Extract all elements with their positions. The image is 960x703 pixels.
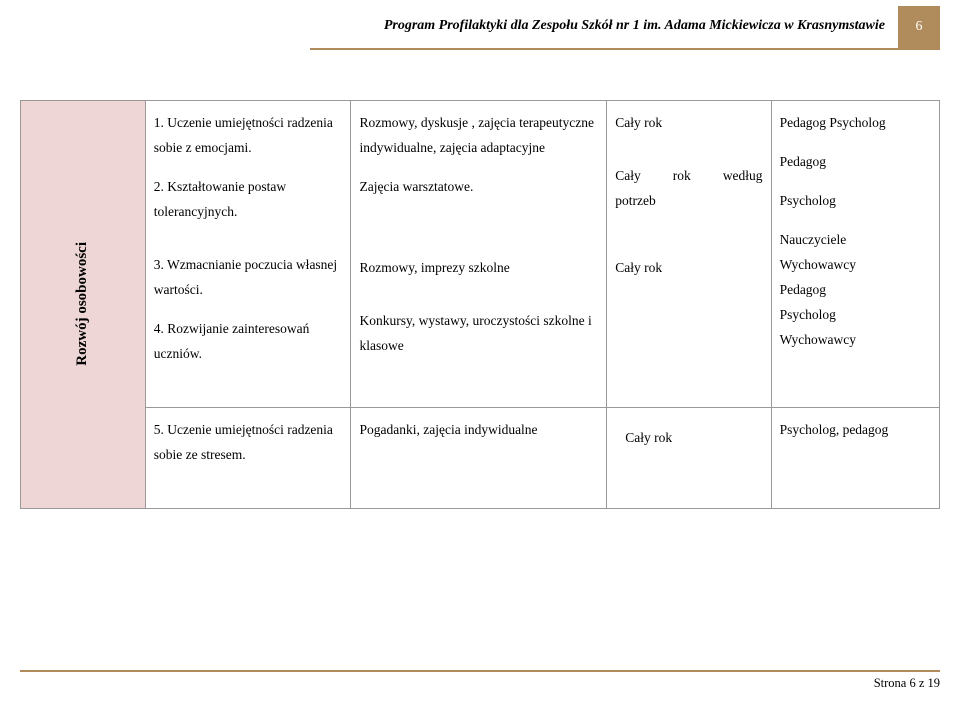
term-word: rok bbox=[673, 164, 691, 189]
responsible-cell: Pedagog Psycholog Pedagog Psycholog Nauc… bbox=[771, 101, 939, 408]
form-text: Zajęcia warsztatowe. bbox=[359, 175, 598, 200]
footer-rule bbox=[20, 670, 940, 672]
item-number: 2. bbox=[154, 179, 164, 194]
responsible-text: Psycholog bbox=[780, 189, 931, 214]
program-table: Rozwój osobowości 1. Uczenie umiejętnośc… bbox=[20, 100, 940, 509]
item-text: Rozwijanie zainteresowań uczniów. bbox=[154, 321, 310, 361]
responsible-text: Psycholog bbox=[780, 303, 931, 328]
footer-page-text: Strona 6 z 19 bbox=[20, 676, 940, 691]
responsible-cell: Psycholog, pedagog bbox=[771, 407, 939, 508]
task-cell: 5. Uczenie umiejętności radzenia sobie z… bbox=[145, 407, 351, 508]
page-number-badge: 6 bbox=[898, 6, 940, 48]
form-text: Rozmowy, dyskusje , zajęcia terapeutyczn… bbox=[359, 111, 598, 161]
form-text: Rozmowy, imprezy szkolne bbox=[359, 256, 598, 281]
responsible-text: Psycholog, pedagog bbox=[780, 422, 889, 437]
item-text: Uczenie umiejętności radzenia sobie z em… bbox=[154, 115, 333, 155]
term-text: Cały rok bbox=[615, 111, 762, 136]
term-text: Cały rok bbox=[615, 256, 762, 281]
term-word: Cały bbox=[615, 164, 641, 189]
item-text: Kształtowanie postaw tolerancyjnych. bbox=[154, 179, 286, 219]
table-row: 5. Uczenie umiejętności radzenia sobie z… bbox=[21, 407, 940, 508]
form-text: Konkursy, wystawy, uroczystości szkolne … bbox=[359, 309, 598, 359]
table-row: Rozwój osobowości 1. Uczenie umiejętnośc… bbox=[21, 101, 940, 408]
page-header: Program Profilaktyki dla Zespołu Szkół n… bbox=[0, 0, 960, 60]
main-table-wrap: Rozwój osobowości 1. Uczenie umiejętnośc… bbox=[20, 100, 940, 509]
term-text: potrzeb bbox=[615, 189, 762, 214]
responsible-text: Pedagog bbox=[780, 150, 931, 175]
term-cell: Cały rok Cały rok według potrzeb Cały ro… bbox=[607, 101, 771, 408]
list-item: 4. Rozwijanie zainteresowań uczniów. bbox=[154, 317, 343, 367]
item-number: 1. bbox=[154, 115, 164, 130]
responsible-text: Nauczyciele bbox=[780, 228, 931, 253]
form-cell: Pogadanki, zajęcia indywidualne bbox=[351, 407, 607, 508]
header-rule bbox=[310, 48, 940, 50]
term-cell: Cały rok bbox=[607, 407, 771, 508]
item-text: Uczenie umiejętności radzenia sobie ze s… bbox=[154, 422, 333, 462]
item-number: 4. bbox=[154, 321, 164, 336]
item-number: 5. bbox=[154, 422, 164, 437]
item-text: Wzmacnianie poczucia własnej wartości. bbox=[154, 257, 337, 297]
side-category-label: Rozwój osobowości bbox=[69, 242, 97, 366]
term-text: Cały rok bbox=[625, 430, 672, 445]
side-category-cell: Rozwój osobowości bbox=[21, 101, 146, 509]
item-number: 3. bbox=[154, 257, 164, 272]
responsible-text: Pedagog Psycholog bbox=[780, 111, 931, 136]
page-footer: Strona 6 z 19 bbox=[20, 670, 940, 691]
responsible-text: Wychowawcy bbox=[780, 328, 931, 353]
list-item: 1. Uczenie umiejętności radzenia sobie z… bbox=[154, 111, 343, 161]
task-cell: 1. Uczenie umiejętności radzenia sobie z… bbox=[145, 101, 351, 408]
responsible-text: Wychowawcy bbox=[780, 253, 931, 278]
list-item: 3. Wzmacnianie poczucia własnej wartości… bbox=[154, 253, 343, 303]
term-text: Cały rok według bbox=[615, 164, 762, 189]
responsible-text: Pedagog bbox=[780, 278, 931, 303]
form-cell: Rozmowy, dyskusje , zajęcia terapeutyczn… bbox=[351, 101, 607, 408]
form-text: Pogadanki, zajęcia indywidualne bbox=[359, 422, 537, 437]
header-title: Program Profilaktyki dla Zespołu Szkół n… bbox=[384, 18, 885, 34]
list-item: 2. Kształtowanie postaw tolerancyjnych. bbox=[154, 175, 343, 225]
term-word: według bbox=[723, 164, 763, 189]
footer-text-value: Strona 6 z 19 bbox=[874, 676, 940, 690]
